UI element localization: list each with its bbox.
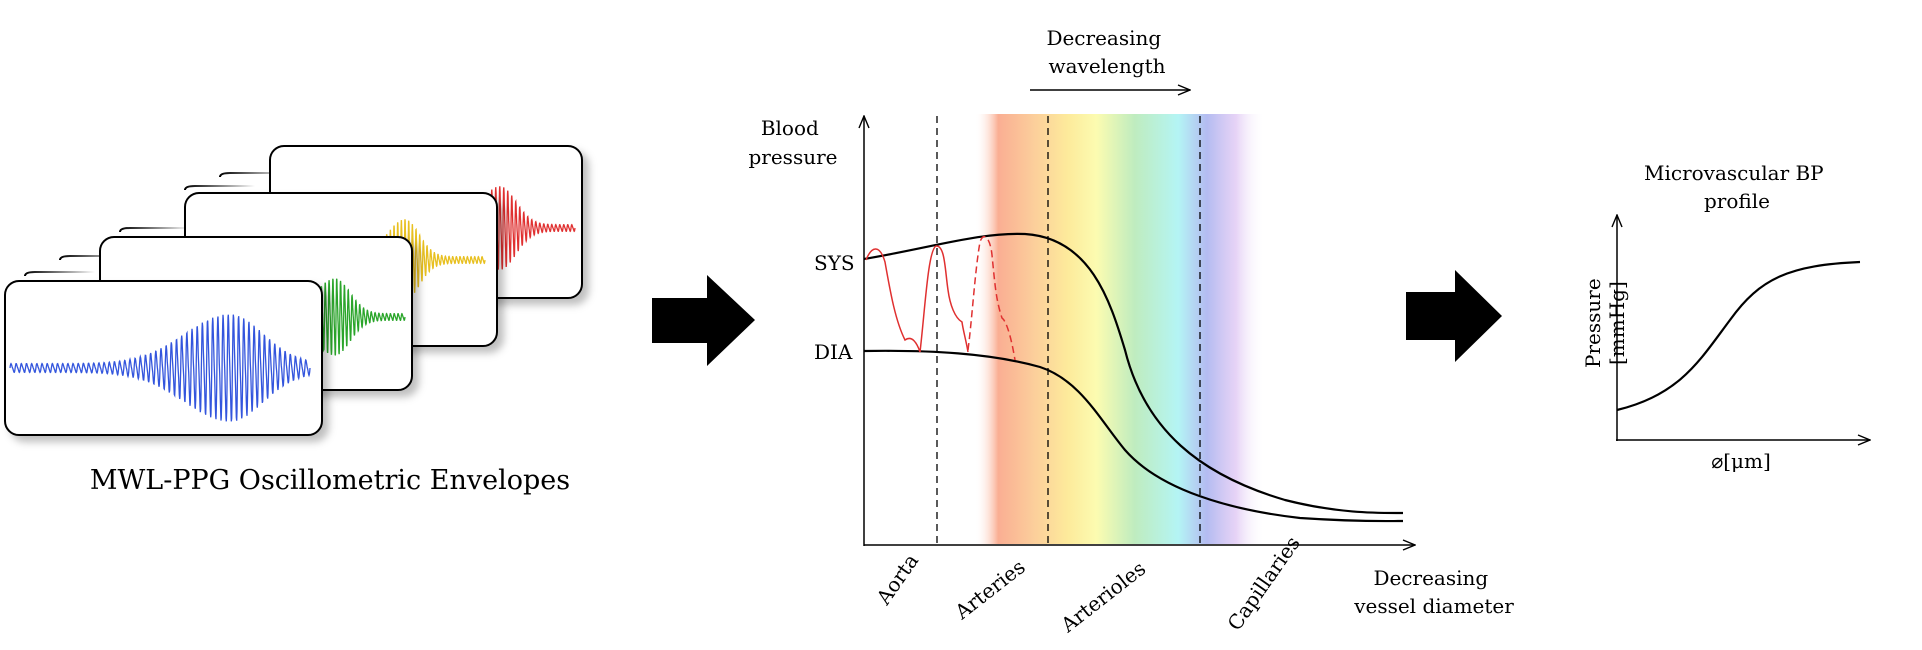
- profile-title: Microvascular BP profile: [1644, 161, 1830, 213]
- envelope-card-blue: [4, 280, 323, 436]
- sys-label: SYS: [814, 251, 855, 275]
- pulse-waveforms: [865, 235, 1016, 361]
- vessel-label-arteries: Arteries: [950, 555, 1030, 625]
- wavelength-spectrum-band: [975, 114, 1265, 544]
- profile-y-label: Pressure [mmHg]: [1581, 272, 1629, 368]
- dia-curve: [863, 349, 1404, 523]
- dia-label: DIA: [814, 340, 853, 364]
- vessel-label-capillaries: Capillaries: [1222, 532, 1304, 635]
- pulse-aorta: [865, 248, 921, 353]
- vessel-label-arterioles: Arterioles: [1056, 556, 1151, 637]
- envelope-stack: [4, 145, 583, 436]
- wavelength-label: Decreasing wavelength: [1046, 26, 1167, 78]
- bp-profile-plot: Microvascular BP profile Pressure [mmHg]…: [1581, 161, 1870, 473]
- bp-y-axis-label: Blood pressure: [748, 116, 837, 169]
- envelope-wave-blue: [9, 314, 311, 422]
- sys-curve: [863, 232, 1404, 515]
- process-arrow-2: [1406, 270, 1502, 362]
- bp-x-axis-label: Decreasing vessel diameter: [1353, 566, 1514, 618]
- profile-x-label: ⌀[μm]: [1711, 449, 1771, 473]
- envelopes-caption: MWL-PPG Oscillometric Envelopes: [90, 465, 570, 496]
- process-arrow-1: [652, 275, 755, 366]
- vessel-label-aorta: Aorta: [871, 549, 923, 610]
- bp-diagram: Blood pressure SYS DIA Decreasing wavele…: [748, 26, 1514, 638]
- pulse-arteries: [919, 245, 969, 353]
- pulse-arterioles-dashed: [967, 235, 1016, 361]
- profile-curve: [1616, 260, 1861, 412]
